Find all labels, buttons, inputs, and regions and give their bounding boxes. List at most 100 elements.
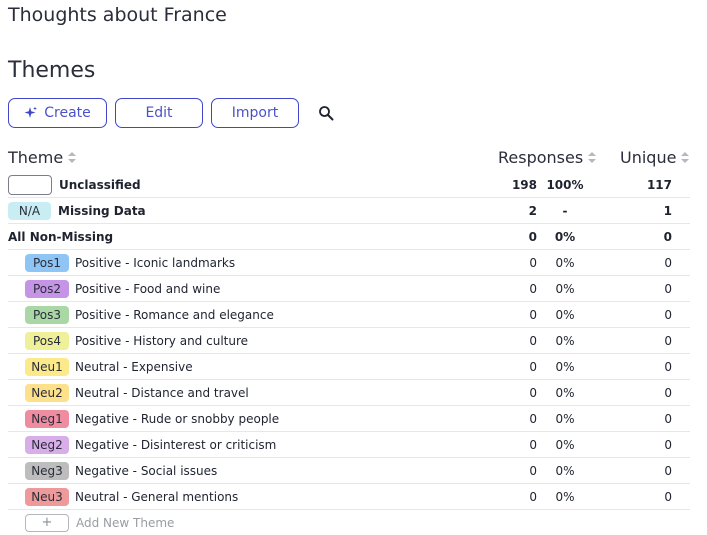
responses-percent: 0% [555, 307, 575, 322]
add-new-theme-wrap: + Add New Theme [25, 510, 174, 535]
row-label-wrap: Neu3 Neutral - General mentions [25, 484, 238, 509]
theme-code-badge: Pos1 [25, 253, 69, 272]
responses-percent: 0% [555, 411, 575, 426]
theme-code-badge: Neu3 [25, 487, 69, 506]
theme-label: Neutral - General mentions [75, 489, 239, 504]
row-label-wrap: Neg2 Negative - Disinterest or criticism [25, 432, 276, 457]
responses-percent: 0% [555, 489, 575, 504]
search-icon[interactable] [315, 102, 337, 124]
import-button[interactable]: Import [211, 98, 299, 128]
create-button-label: Create [44, 105, 91, 121]
unique-column-header[interactable]: Unique [620, 148, 690, 167]
row-label-wrap: Neg1 Negative - Rude or snobby people [25, 406, 279, 431]
toolbar: Create Edit Import [8, 98, 337, 128]
responses-count: 0 [529, 359, 537, 374]
row-label-wrap: Pos2 Positive - Food and wine [25, 276, 220, 301]
theme-label: Positive - Food and wine [75, 281, 221, 296]
row-label-wrap: Unclassified [8, 172, 141, 197]
theme-code-swatch [8, 174, 52, 195]
import-button-label: Import [231, 105, 279, 121]
unique-count: 0 [664, 437, 672, 452]
responses-percent: 0% [555, 437, 575, 452]
row-label-wrap: N/A Missing Data [8, 198, 146, 223]
unique-count: 0 [664, 307, 672, 322]
sort-icon [68, 152, 77, 163]
responses-percent: 0% [555, 333, 575, 348]
theme-label: Positive - Romance and elegance [75, 307, 274, 322]
table-row-unclassified[interactable]: Unclassified 198 100% 117 [8, 172, 690, 198]
theme-header-label: Theme [8, 148, 64, 167]
theme-code-badge: Neg3 [25, 461, 69, 480]
theme-column-header[interactable]: Theme [8, 148, 77, 167]
unique-count: 0 [664, 281, 672, 296]
unique-count: 0 [664, 255, 672, 270]
row-label: Unclassified [59, 177, 141, 192]
unique-count: 0 [664, 463, 672, 478]
create-button[interactable]: Create [8, 98, 107, 128]
table-row[interactable]: Pos2 Positive - Food and wine 0 0% 0 [8, 276, 690, 302]
theme-label: Negative - Social issues [75, 463, 218, 478]
theme-label: Positive - Iconic landmarks [75, 255, 236, 270]
unique-count: 0 [664, 359, 672, 374]
sort-icon [681, 152, 690, 163]
table-row-non-missing[interactable]: All Non-Missing 0 0% 0 [8, 224, 690, 250]
theme-code-badge: Neu2 [25, 383, 69, 402]
responses-header-label: Responses [498, 148, 584, 167]
responses-percent: 0% [555, 463, 575, 478]
responses-percent: 0% [555, 385, 575, 400]
edit-button[interactable]: Edit [115, 98, 203, 128]
theme-label: Negative - Rude or snobby people [75, 411, 280, 426]
edit-button-label: Edit [145, 105, 173, 121]
table-row[interactable]: Pos4 Positive - History and culture 0 0% 0 [8, 328, 690, 354]
unique-header-label: Unique [620, 148, 677, 167]
theme-code-badge: Pos4 [25, 331, 69, 350]
table-row[interactable]: Neu2 Neutral - Distance and travel 0 0% 0 [8, 380, 690, 406]
unique-count: 0 [663, 229, 672, 244]
table-row[interactable]: Pos3 Positive - Romance and elegance 0 0% 0 [8, 302, 690, 328]
page-title: Thoughts about France [8, 4, 227, 26]
row-label-wrap: Neu2 Neutral - Distance and travel [25, 380, 249, 405]
add-new-theme-label[interactable]: Add New Theme [76, 515, 175, 530]
table-row[interactable]: Neg1 Negative - Rude or snobby people 0 0% 0 [8, 406, 690, 432]
themes-table: Unclassified 198 100% 117 N/A Missing Da… [8, 172, 690, 535]
theme-code-badge: Neg2 [25, 435, 69, 454]
responses-percent: 100% [546, 177, 584, 192]
sort-icon [588, 152, 597, 163]
unique-count: 0 [664, 489, 672, 504]
sparkle-icon [24, 106, 38, 120]
theme-label: Neutral - Expensive [75, 359, 193, 374]
table-row[interactable]: Neg2 Negative - Disinterest or criticism 0… [8, 432, 690, 458]
responses-count: 2 [528, 203, 537, 218]
table-row[interactable]: Pos1 Positive - Iconic landmarks 0 0% 0 [8, 250, 690, 276]
responses-count: 0 [529, 307, 537, 322]
responses-count: 0 [529, 281, 537, 296]
responses-count: 0 [529, 333, 537, 348]
row-label: Missing Data [58, 203, 146, 218]
responses-percent: 0% [555, 281, 575, 296]
table-row[interactable]: Neu3 Neutral - General mentions 0 0% 0 [8, 484, 690, 510]
table-row[interactable]: Neg3 Negative - Social issues 0 0% 0 [8, 458, 690, 484]
responses-count: 0 [529, 489, 537, 504]
theme-rows: Pos1 Positive - Iconic landmarks 0 0% 0 Pos2 P… [8, 250, 690, 510]
unique-count: 1 [663, 203, 672, 218]
add-new-theme-row[interactable]: + Add New Theme [8, 510, 690, 535]
theme-label: Neutral - Distance and travel [75, 385, 249, 400]
responses-count: 0 [528, 229, 537, 244]
responses-percent: - [562, 203, 568, 218]
row-label-wrap: Pos3 Positive - Romance and elegance [25, 302, 274, 327]
theme-code-badge: Neg1 [25, 409, 69, 428]
responses-count: 0 [529, 255, 537, 270]
table-row[interactable]: Neu1 Neutral - Expensive 0 0% 0 [8, 354, 690, 380]
responses-percent: 0% [554, 229, 576, 244]
responses-percent: 0% [555, 359, 575, 374]
responses-count: 0 [529, 385, 537, 400]
unique-count: 0 [664, 333, 672, 348]
table-row-missing[interactable]: N/A Missing Data 2 - 1 [8, 198, 690, 224]
table-header: Theme Responses Unique [8, 148, 690, 170]
add-icon[interactable]: + [25, 513, 69, 532]
row-label-wrap: Pos1 Positive - Iconic landmarks [25, 250, 235, 275]
theme-code-badge: Pos2 [25, 279, 69, 298]
responses-column-header[interactable]: Responses [498, 148, 597, 167]
responses-count: 0 [529, 463, 537, 478]
theme-label: Positive - History and culture [75, 333, 249, 348]
